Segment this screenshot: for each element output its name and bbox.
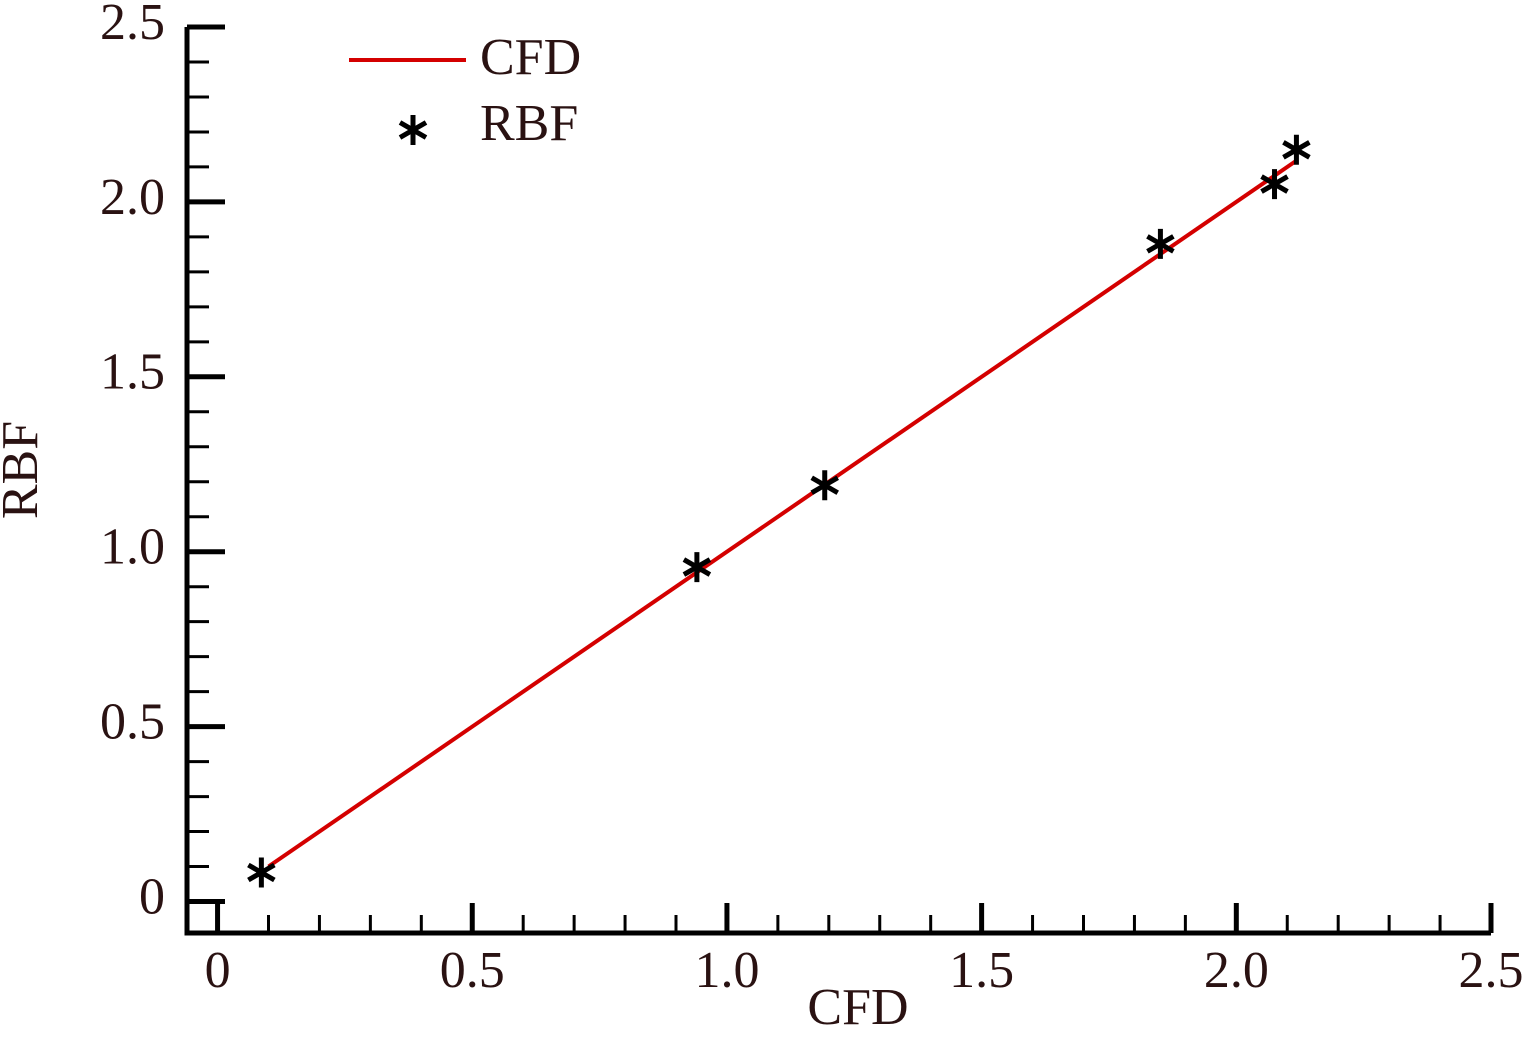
y-axis-label: RBF — [0, 421, 49, 519]
rbf-point — [682, 552, 712, 583]
rbf-point — [247, 857, 276, 888]
x-tick-label: 2.5 — [1459, 942, 1524, 999]
y-tick-label: 2.5 — [100, 0, 165, 51]
y-tick-label: 2.0 — [100, 169, 165, 226]
cfd-line — [267, 158, 1298, 869]
legend-label: RBF — [480, 95, 578, 152]
x-tick-label: 1.5 — [949, 942, 1014, 999]
x-tick-label: 0.5 — [440, 942, 505, 999]
y-tick-label: 0.5 — [100, 694, 165, 751]
x-tick-label: 2.0 — [1204, 942, 1269, 999]
x-tick-label: 1.0 — [694, 942, 759, 999]
legend-label: CFD — [480, 29, 581, 86]
y-tick-label: 0 — [139, 868, 165, 925]
x-axis-label: CFD — [807, 979, 908, 1036]
y-tick-label: 1.0 — [100, 519, 165, 576]
y-tick-label: 1.5 — [100, 344, 165, 401]
rbf-point — [1260, 169, 1289, 200]
legend-marker — [398, 115, 428, 145]
rbf-point — [810, 470, 839, 501]
rbf-point — [1282, 134, 1311, 165]
x-tick-label: 0 — [205, 942, 231, 999]
rbf-point — [1146, 228, 1175, 259]
